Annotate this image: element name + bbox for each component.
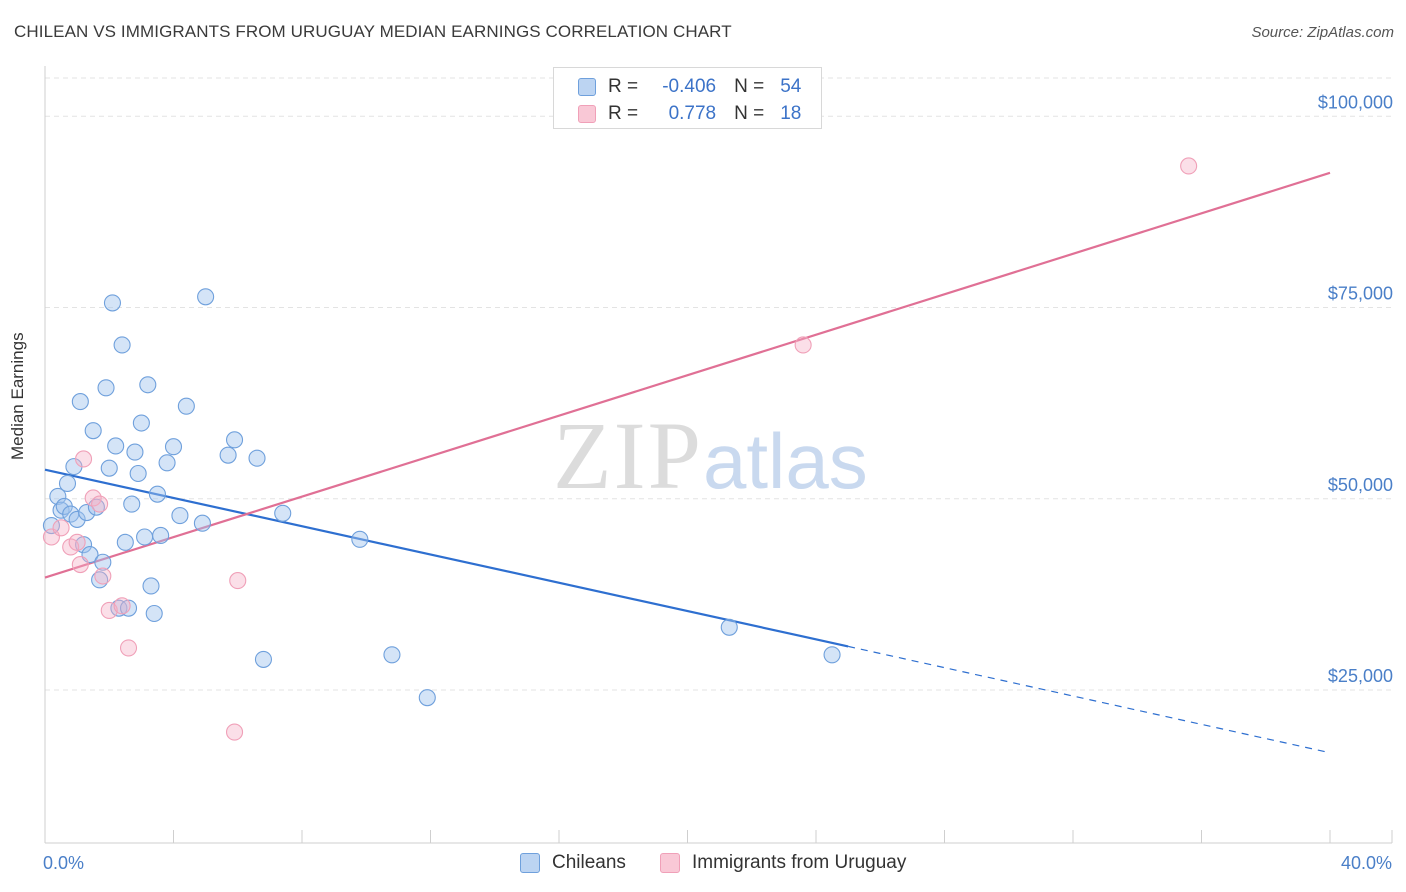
y-tick-label: $100,000 (1318, 92, 1393, 112)
point-uruguay (84, 489, 102, 507)
watermark-zip: ZIP (553, 402, 703, 509)
y-tick-label: $75,000 (1328, 284, 1393, 304)
point-chileans (116, 533, 134, 551)
point-chileans (418, 689, 436, 707)
point-chileans (132, 414, 150, 432)
point-uruguay (91, 495, 109, 513)
point-chileans (49, 487, 67, 506)
point-chileans (148, 485, 166, 503)
x-tick-label-min: 0.0% (43, 853, 84, 873)
point-chileans (136, 528, 154, 546)
legend-swatch-pink (578, 105, 596, 123)
point-chileans (58, 474, 77, 493)
point-uruguay (1180, 157, 1198, 175)
point-chileans (107, 437, 125, 455)
point-chileans (823, 646, 841, 664)
point-chileans (158, 454, 176, 472)
point-uruguay (225, 723, 244, 741)
point-chileans (119, 599, 138, 617)
point-uruguay (75, 450, 93, 468)
point-uruguay (94, 567, 112, 585)
points-uruguay (42, 157, 1198, 741)
legend-row-uruguay: R = 0.778 N = 18 (578, 101, 801, 127)
point-chileans (103, 294, 122, 312)
legend-swatch-blue (578, 78, 596, 96)
watermark-atlas: atlas (703, 417, 868, 505)
point-uruguay (113, 597, 131, 615)
point-uruguay (52, 519, 70, 537)
point-chileans (225, 431, 244, 449)
point-uruguay (119, 639, 138, 657)
legend-row-chileans: R = -0.406 N = 54 (578, 74, 801, 100)
series-swatch-pink (660, 853, 680, 873)
point-chileans (68, 510, 86, 528)
point-uruguay (794, 336, 812, 354)
point-chileans (219, 446, 237, 464)
point-chileans (139, 376, 157, 394)
point-chileans (84, 422, 102, 440)
point-chileans (126, 443, 144, 461)
point-chileans (171, 507, 189, 525)
point-uruguay (71, 555, 89, 574)
points-chileans (42, 288, 841, 707)
correlation-legend: R = -0.406 N = 54 R = 0.778 N = 18 (553, 67, 822, 129)
axes (44, 66, 1393, 844)
point-chileans (197, 288, 215, 306)
point-chileans (164, 438, 183, 456)
point-chileans (351, 530, 369, 548)
trend-line-uruguay (44, 171, 1331, 579)
series-swatch-blue (520, 853, 540, 873)
legend-n-label: N = (734, 103, 765, 124)
point-chileans (193, 514, 211, 532)
legend-r-label: R = (608, 103, 639, 124)
series-legend: Chileans Immigrants from Uruguay (0, 852, 1406, 878)
point-chileans (123, 495, 141, 513)
point-chileans (274, 504, 292, 522)
point-chileans (129, 464, 147, 483)
point-chileans (100, 459, 118, 477)
legend-r-label: R = (608, 76, 639, 97)
legend-n-value: 54 (780, 76, 802, 97)
legend-n-value: 18 (780, 103, 802, 124)
series-label-uruguay: Immigrants from Uruguay (692, 852, 907, 873)
series-legend-uruguay[interactable]: Immigrants from Uruguay (660, 852, 906, 874)
y-tick-labels: $25,000 $50,000 $75,000 $100,000 (1318, 92, 1393, 686)
series-legend-chileans[interactable]: Chileans (520, 852, 626, 874)
y-axis-label: Median Earnings (8, 332, 27, 460)
x-tick-label-max: 40.0% (1341, 853, 1392, 873)
point-chileans (142, 577, 160, 595)
y-tick-label: $50,000 (1328, 475, 1393, 495)
point-chileans (254, 650, 273, 668)
point-uruguay (68, 533, 86, 551)
legend-r-value: 0.778 (668, 103, 717, 124)
point-chileans (97, 379, 115, 397)
series-label-chileans: Chileans (552, 852, 626, 873)
point-chileans (113, 336, 131, 354)
point-uruguay (100, 601, 118, 619)
point-chileans (94, 553, 112, 571)
x-tick-labels: 0.0% 40.0% (43, 853, 1392, 873)
trend-line-chileans-extension (847, 645, 1331, 754)
watermark: ZIPatlas (553, 400, 868, 511)
point-chileans (75, 536, 93, 554)
y-tick-label: $25,000 (1328, 666, 1393, 686)
point-chileans (383, 646, 401, 664)
point-chileans (78, 503, 96, 522)
legend-n-label: N = (734, 76, 765, 97)
point-chileans (71, 393, 89, 411)
point-chileans (87, 498, 105, 516)
trend-line-chileans (44, 468, 849, 648)
point-chileans (720, 618, 738, 636)
chart-title: CHILEAN VS IMMIGRANTS FROM URUGUAY MEDIA… (14, 22, 732, 41)
point-uruguay (229, 572, 247, 590)
point-chileans (248, 449, 266, 467)
point-chileans (177, 397, 195, 415)
trend-lines (44, 171, 1331, 754)
legend-r-value: -0.406 (662, 76, 717, 97)
source-label: Source: ZipAtlas.com (1251, 24, 1394, 41)
point-chileans (145, 604, 163, 623)
point-chileans (152, 526, 170, 545)
